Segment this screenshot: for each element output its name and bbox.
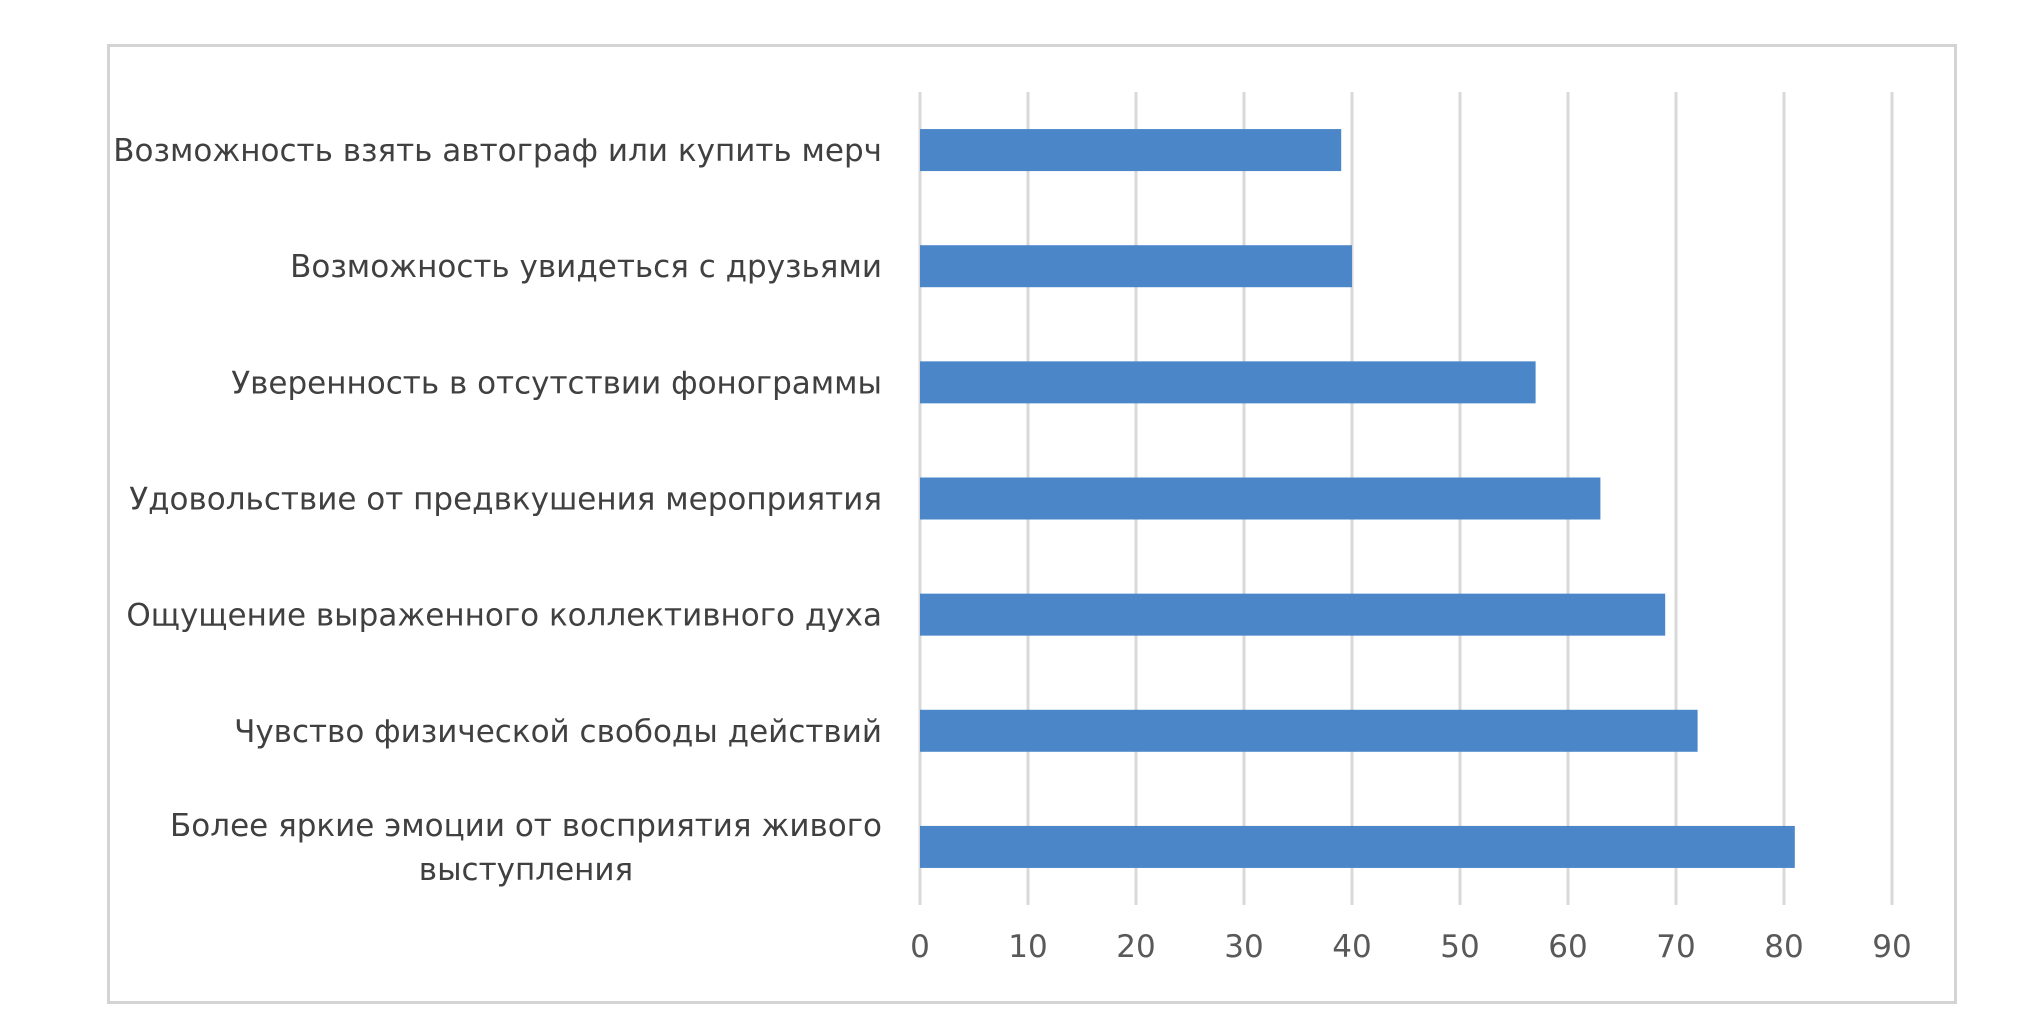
tick-label-20: 20 — [1116, 929, 1155, 965]
tick-label-30: 30 — [1224, 929, 1263, 965]
tick-label-90: 90 — [1872, 929, 1911, 965]
x-axis-tick-labels: 0 10 20 30 40 50 60 70 80 90 — [910, 929, 1912, 965]
category-label-3: Уверенность в отсутствии фонограммы — [231, 365, 882, 401]
bar-1 — [920, 129, 1342, 172]
category-label-2: Возможность увидеться с друзьями — [290, 249, 882, 285]
category-label-text: Ощущение выраженного коллективного духа — [126, 598, 882, 634]
category-label-text: Уверенность в отсутствии фонограммы — [231, 365, 882, 401]
bar-3 — [920, 361, 1536, 404]
bar-6 — [920, 709, 1698, 752]
bar-4 — [920, 477, 1601, 520]
bar-7 — [920, 825, 1795, 868]
category-label-1: Возможность взять автограф или купить ме… — [113, 133, 882, 169]
tick-label-0: 0 — [910, 929, 930, 965]
category-label-text: Чувство физической свободы действий — [234, 714, 882, 750]
bar-5 — [920, 593, 1666, 636]
category-label-line: Более яркие эмоции от восприятия живого — [170, 808, 882, 844]
category-label-7: Более яркие эмоции от восприятия живого в… — [170, 808, 882, 888]
bars — [920, 129, 1795, 868]
tick-label-50: 50 — [1440, 929, 1479, 965]
tick-label-70: 70 — [1656, 929, 1695, 965]
category-label-text: Возможность взять автограф или купить ме… — [113, 133, 882, 169]
category-label-6: Чувство физической свободы действий — [234, 714, 882, 750]
bar-2 — [920, 245, 1352, 288]
tick-label-60: 60 — [1548, 929, 1587, 965]
category-label-line: выступления — [419, 852, 633, 888]
category-labels: Возможность взять автограф или купить ме… — [113, 133, 882, 888]
gridlines — [918, 92, 1894, 905]
category-label-text: Удовольствие от предвкушения мероприятия — [129, 482, 882, 518]
tick-label-40: 40 — [1332, 929, 1371, 965]
category-label-5: Ощущение выраженного коллективного духа — [126, 598, 882, 634]
tick-label-80: 80 — [1764, 929, 1803, 965]
category-label-text: Возможность увидеться с друзьями — [290, 249, 882, 285]
category-label-4: Удовольствие от предвкушения мероприятия — [129, 482, 882, 518]
tick-label-10: 10 — [1008, 929, 1047, 965]
